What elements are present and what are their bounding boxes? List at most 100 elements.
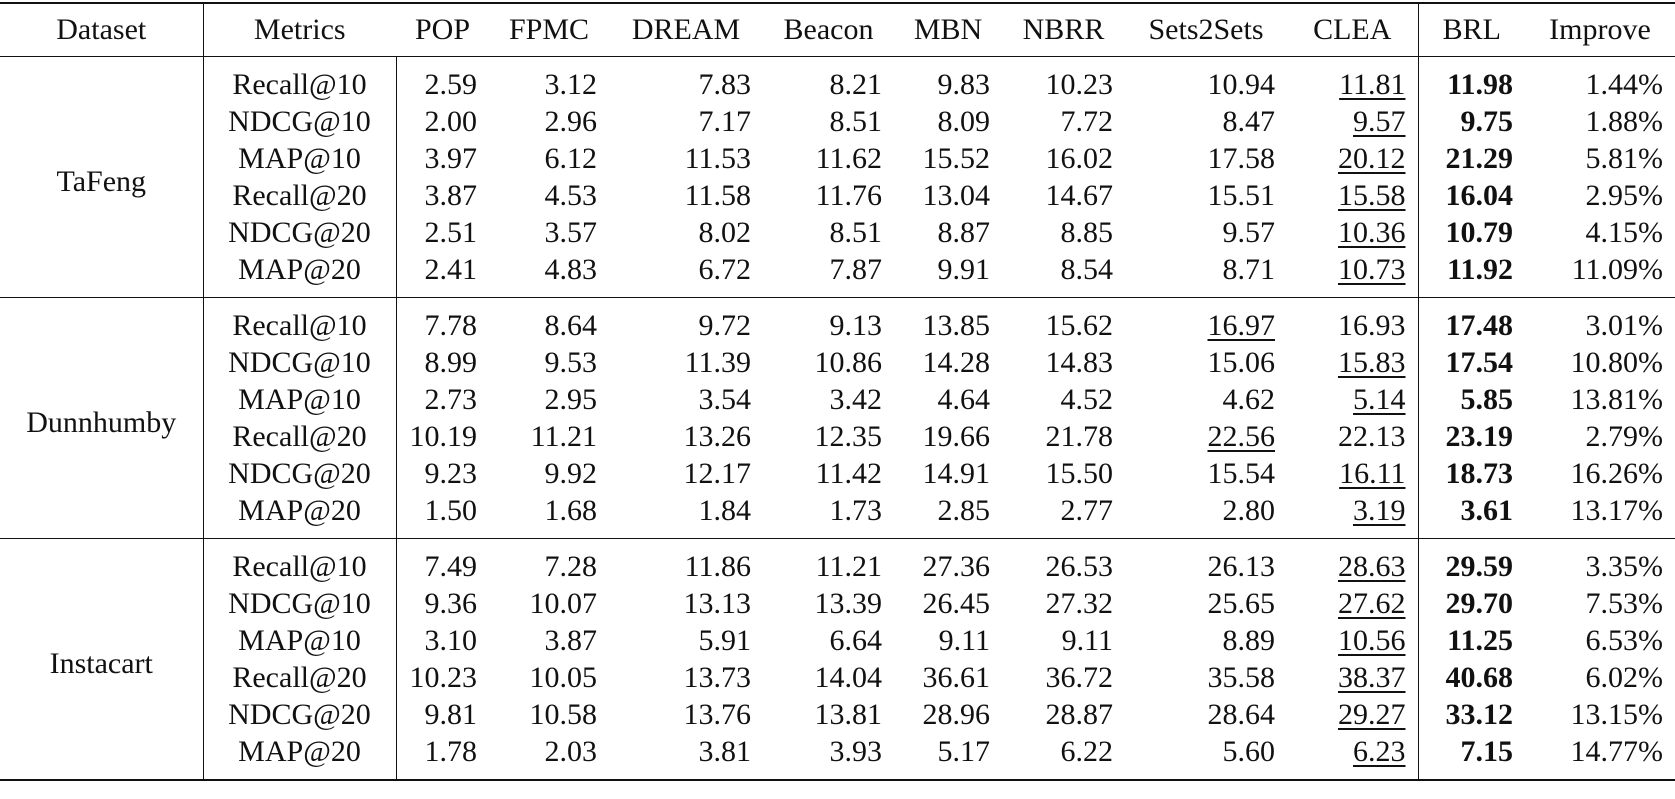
value-cell: 13.81% [1525,381,1675,418]
metric-cell: Recall@10 [202,56,397,103]
cell-text: 3.35% [1585,549,1664,583]
cell-text: 6.64 [829,623,883,657]
metric-cell: MAP@20 [202,251,397,298]
cell-text: 10.80% [1570,345,1664,379]
value-cell: 6.64 [763,622,894,659]
value-cell: 5.85 [1418,381,1525,418]
cell-text: 22.13 [1338,419,1406,453]
cell-text: 5.81% [1585,141,1664,175]
cell-text: 2.95 [544,382,598,416]
value-cell: 1.78 [396,733,489,780]
value-cell: 3.87 [396,177,489,214]
value-cell: 8.85 [1002,214,1125,251]
metric-cell: NDCG@10 [202,344,397,381]
value-cell: 14.91 [894,455,1002,492]
cell-text: 23.19 [1445,419,1514,453]
cell-text: 1.78 [424,734,478,768]
cell-text: 7.15 [1460,734,1514,768]
value-cell: 28.63 [1287,538,1419,585]
column-header: DREAM [609,3,763,57]
value-cell: 7.83 [609,57,763,104]
cell-text: 11.39 [684,345,751,379]
cell-text: 13.26 [683,419,752,453]
cell-text: 7.28 [544,549,598,583]
table-row: TaFeng Recall@10 2.59 3.12 7.83 8.21 9.83 10.23… [0,56,1675,196]
cell-text: 10.23 [1045,67,1114,101]
cell-text: 10.73 [1338,252,1406,286]
value-cell: 8.21 [763,57,894,104]
table-row: Instacart Recall@10 7.49 7.28 11.86 11.21 27.3… [0,538,1675,780]
table-row: Recall@20 10.23 10.05 13.73 14.04 36.61 36.72 3… [0,659,1675,696]
value-cell: 10.94 [1125,57,1287,104]
value-cell: 7.28 [489,538,609,585]
metric-cell: MAP@10 [202,140,397,177]
value-cell: 13.85 [894,297,1002,344]
value-cell: 25.65 [1125,585,1287,622]
cell-text: MAP@20 [238,734,361,768]
value-cell: 11.62 [763,140,894,177]
value-cell: 18.73 [1418,455,1525,492]
cell-text: 2.95% [1585,178,1664,212]
cell-text: 16.93 [1338,308,1406,342]
cell-text: Sets2Sets [1148,13,1264,46]
value-cell: 9.81 [396,696,489,733]
cell-text: Beacon [783,13,874,46]
value-cell: 7.87 [763,251,894,298]
cell-text: 2.59 [424,67,478,101]
cell-text: 7.83 [698,67,752,101]
cell-text: 3.93 [829,734,883,768]
cell-text: 6.23 [1353,734,1406,768]
dataset-cell: Instacart [0,538,203,780]
table-body: TaFeng Recall@10 2.59 3.12 7.83 8.21 9.83 10.23… [0,56,1675,780]
cell-text: MAP@20 [238,493,361,527]
cell-text: 6.02% [1585,660,1664,694]
cell-text: 26.45 [922,586,991,620]
column-header: CLEA [1287,3,1419,57]
cell-text: 9.57 [1222,215,1276,249]
cell-text: DREAM [631,13,741,46]
column-header: POP [396,3,489,57]
cell-text: 3.19 [1353,493,1406,527]
value-cell: 9.23 [396,455,489,492]
value-cell: 4.83 [489,251,609,298]
dataset-cell: Dunnhumby [0,297,203,539]
value-cell: 3.81 [609,733,763,780]
cell-text: 8.64 [544,308,598,342]
value-cell: 21.78 [1002,418,1125,455]
cell-text: NBRR [1022,13,1105,46]
cell-text: 2.41 [424,252,478,286]
value-cell: 13.39 [763,585,894,622]
cell-text: 14.04 [814,660,883,694]
value-cell: 7.78 [396,297,489,344]
value-cell: 9.57 [1125,214,1287,251]
cell-text: BRL [1442,13,1501,46]
value-cell: 15.51 [1125,177,1287,214]
value-cell: 3.19 [1287,492,1419,539]
value-cell: 13.13 [609,585,763,622]
cell-text: 7.87 [829,252,883,286]
cell-text: 11.81 [1339,67,1406,101]
value-cell: 6.72 [609,251,763,298]
cell-text: 15.62 [1045,308,1114,342]
value-cell: 6.22 [1002,733,1125,780]
value-cell: 23.19 [1418,418,1525,455]
cell-text: 10.56 [1338,623,1406,657]
value-cell: 10.05 [489,659,609,696]
cell-text: 10.94 [1207,67,1276,101]
cell-text: 10.86 [814,345,883,379]
table-row: NDCG@20 9.81 10.58 13.76 13.81 28.96 28.87 28.6… [0,696,1675,733]
table-row: NDCG@10 9.36 10.07 13.13 13.39 26.45 27.32 25.6… [0,585,1675,622]
cell-text: 8.09 [937,104,991,138]
cell-text: Recall@10 [232,549,367,583]
value-cell: 11.76 [763,177,894,214]
cell-text: 3.42 [829,382,883,416]
cell-text: Dataset [56,13,147,46]
cell-text: NDCG@10 [228,345,371,379]
value-cell: 13.73 [609,659,763,696]
value-cell: 13.17% [1525,492,1675,539]
cell-text: 13.17% [1570,493,1664,527]
cell-text: 7.49 [424,549,478,583]
cell-text: 28.87 [1045,697,1114,731]
value-cell: 7.15 [1418,733,1525,780]
value-cell: 9.91 [894,251,1002,298]
